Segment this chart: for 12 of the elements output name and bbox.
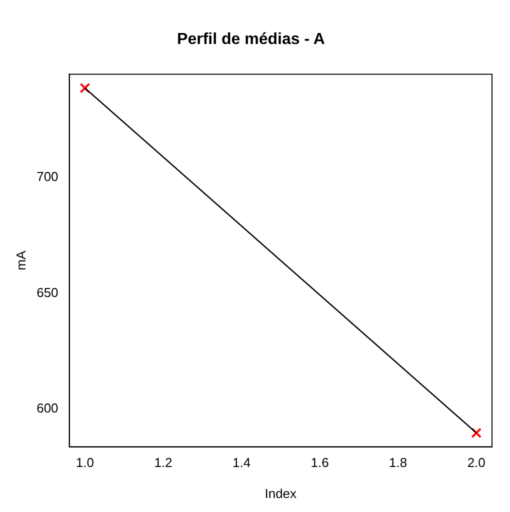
x-axis-title: Index [264,486,298,501]
x-tick-label: 1.0 [76,455,94,470]
x-tick-label: 1.6 [310,455,329,470]
y-axis-title: mA [13,250,28,270]
x-tick-label: 1.2 [154,455,172,470]
y-tick-label: 650 [36,284,58,300]
y-tick-label: 600 [36,400,58,416]
x-tick-label: 1.8 [389,455,408,470]
x-tick-label: 1.4 [232,455,251,470]
y-tick-label: 700 [36,169,58,184]
x-tick-label: 2.0 [467,455,486,470]
chart-title: Perfil de médias - A [177,31,326,48]
